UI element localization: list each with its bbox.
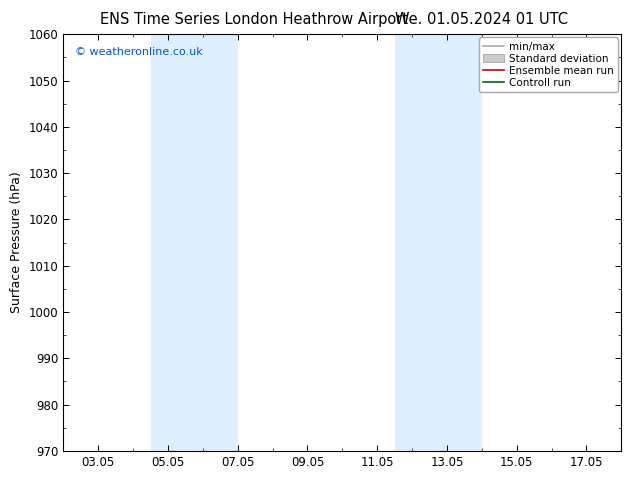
Y-axis label: Surface Pressure (hPa): Surface Pressure (hPa) [10,172,23,314]
Text: ENS Time Series London Heathrow Airport: ENS Time Series London Heathrow Airport [100,12,408,27]
Text: We. 01.05.2024 01 UTC: We. 01.05.2024 01 UTC [396,12,568,27]
Legend: min/max, Standard deviation, Ensemble mean run, Controll run: min/max, Standard deviation, Ensemble me… [479,37,618,92]
Bar [150,34,238,451]
Bar [394,34,482,451]
Text: © weatheronline.co.uk: © weatheronline.co.uk [75,47,202,57]
